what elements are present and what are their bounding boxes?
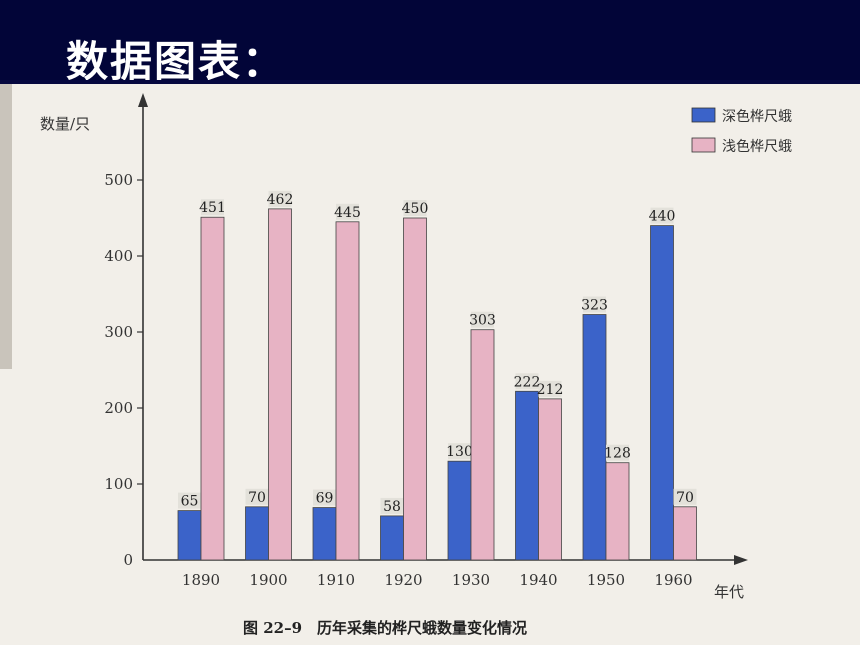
data-label: 128 xyxy=(604,446,631,462)
data-label-bg xyxy=(606,444,629,461)
data-label: 222 xyxy=(514,374,541,390)
x-tick-label: 1940 xyxy=(519,571,557,589)
data-label-bg xyxy=(650,207,674,224)
slide-title: 数据图表： xyxy=(66,37,287,86)
bar xyxy=(515,390,539,561)
y-tick-label: 0 xyxy=(123,551,133,569)
bar xyxy=(403,217,427,561)
x-tick-label: 1950 xyxy=(587,571,625,589)
y-tick-label: 200 xyxy=(104,399,133,417)
data-label-bg xyxy=(448,443,471,460)
data-label: 451 xyxy=(199,200,226,216)
y-tick-label: 500 xyxy=(104,171,133,189)
bar xyxy=(582,314,607,561)
data-label: 58 xyxy=(383,499,401,515)
y-tick-label: 300 xyxy=(104,323,133,341)
data-label: 69 xyxy=(316,491,334,507)
bar xyxy=(650,225,674,561)
data-label-bg xyxy=(515,373,539,390)
data-label: 70 xyxy=(676,490,694,506)
data-label-bg xyxy=(313,489,336,506)
bar xyxy=(673,506,697,561)
y-ticks: 0 100 200 300 400 500 xyxy=(104,171,143,569)
x-tick-label: 1900 xyxy=(249,571,287,589)
y-tick-label: 100 xyxy=(104,475,133,493)
bar xyxy=(177,510,202,561)
data-label-bg xyxy=(178,492,201,509)
bar xyxy=(335,221,360,561)
data-label-bg xyxy=(538,380,562,397)
data-label: 212 xyxy=(537,382,564,398)
legend-swatch-light xyxy=(691,137,716,153)
x-tick-label: 1890 xyxy=(182,571,220,589)
bar xyxy=(312,507,337,561)
x-tick-label: 1920 xyxy=(384,571,422,589)
legend: 深色桦尺蛾 浅色桦尺蛾 xyxy=(691,107,792,155)
x-tick-label: 1960 xyxy=(654,571,692,589)
data-label: 445 xyxy=(334,205,361,221)
page-edge-shadow xyxy=(0,84,12,369)
bar xyxy=(200,216,225,561)
legend-swatch-dark xyxy=(691,107,716,123)
title-divider xyxy=(0,80,860,84)
data-label-bg xyxy=(471,311,494,328)
data-label-bg xyxy=(673,488,697,505)
bar xyxy=(470,329,495,561)
y-axis-label: 数量/只 xyxy=(40,115,90,133)
data-label: 323 xyxy=(581,298,608,314)
data-label: 70 xyxy=(248,490,266,506)
data-label: 130 xyxy=(446,444,473,460)
data-label: 462 xyxy=(267,192,294,208)
y-tick-label: 400 xyxy=(104,247,133,265)
bar xyxy=(380,515,404,561)
data-label-bg xyxy=(268,190,292,207)
data-label-bg xyxy=(380,497,404,514)
x-axis-arrow xyxy=(734,555,748,565)
bar xyxy=(447,460,472,561)
data-label-bg xyxy=(201,199,224,216)
figure-caption: 图 22–9 历年采集的桦尺蛾数量变化情况 xyxy=(243,619,527,637)
chart-axes xyxy=(138,93,748,565)
legend-label-dark: 深色桦尺蛾 xyxy=(722,108,792,125)
data-label: 450 xyxy=(402,201,429,217)
data-label: 65 xyxy=(181,494,199,510)
data-label-bg xyxy=(336,203,359,220)
data-label: 303 xyxy=(469,313,496,329)
bar xyxy=(268,208,292,561)
data-label: 440 xyxy=(649,209,676,225)
legend-label-light: 浅色桦尺蛾 xyxy=(722,138,792,155)
bar xyxy=(538,398,562,561)
x-tick-label: 1910 xyxy=(317,571,355,589)
data-label-bg xyxy=(245,488,269,505)
x-tick-label: 1930 xyxy=(452,571,490,589)
bar xyxy=(245,506,269,561)
x-axis-label: 年代 xyxy=(714,583,744,601)
y-axis-arrow xyxy=(138,93,148,107)
x-ticks: 1890 1900 1910 1920 1930 1940 1950 1960 xyxy=(182,571,693,589)
bar xyxy=(605,462,630,561)
data-label-bg xyxy=(403,200,427,216)
data-label-bg xyxy=(583,296,606,313)
